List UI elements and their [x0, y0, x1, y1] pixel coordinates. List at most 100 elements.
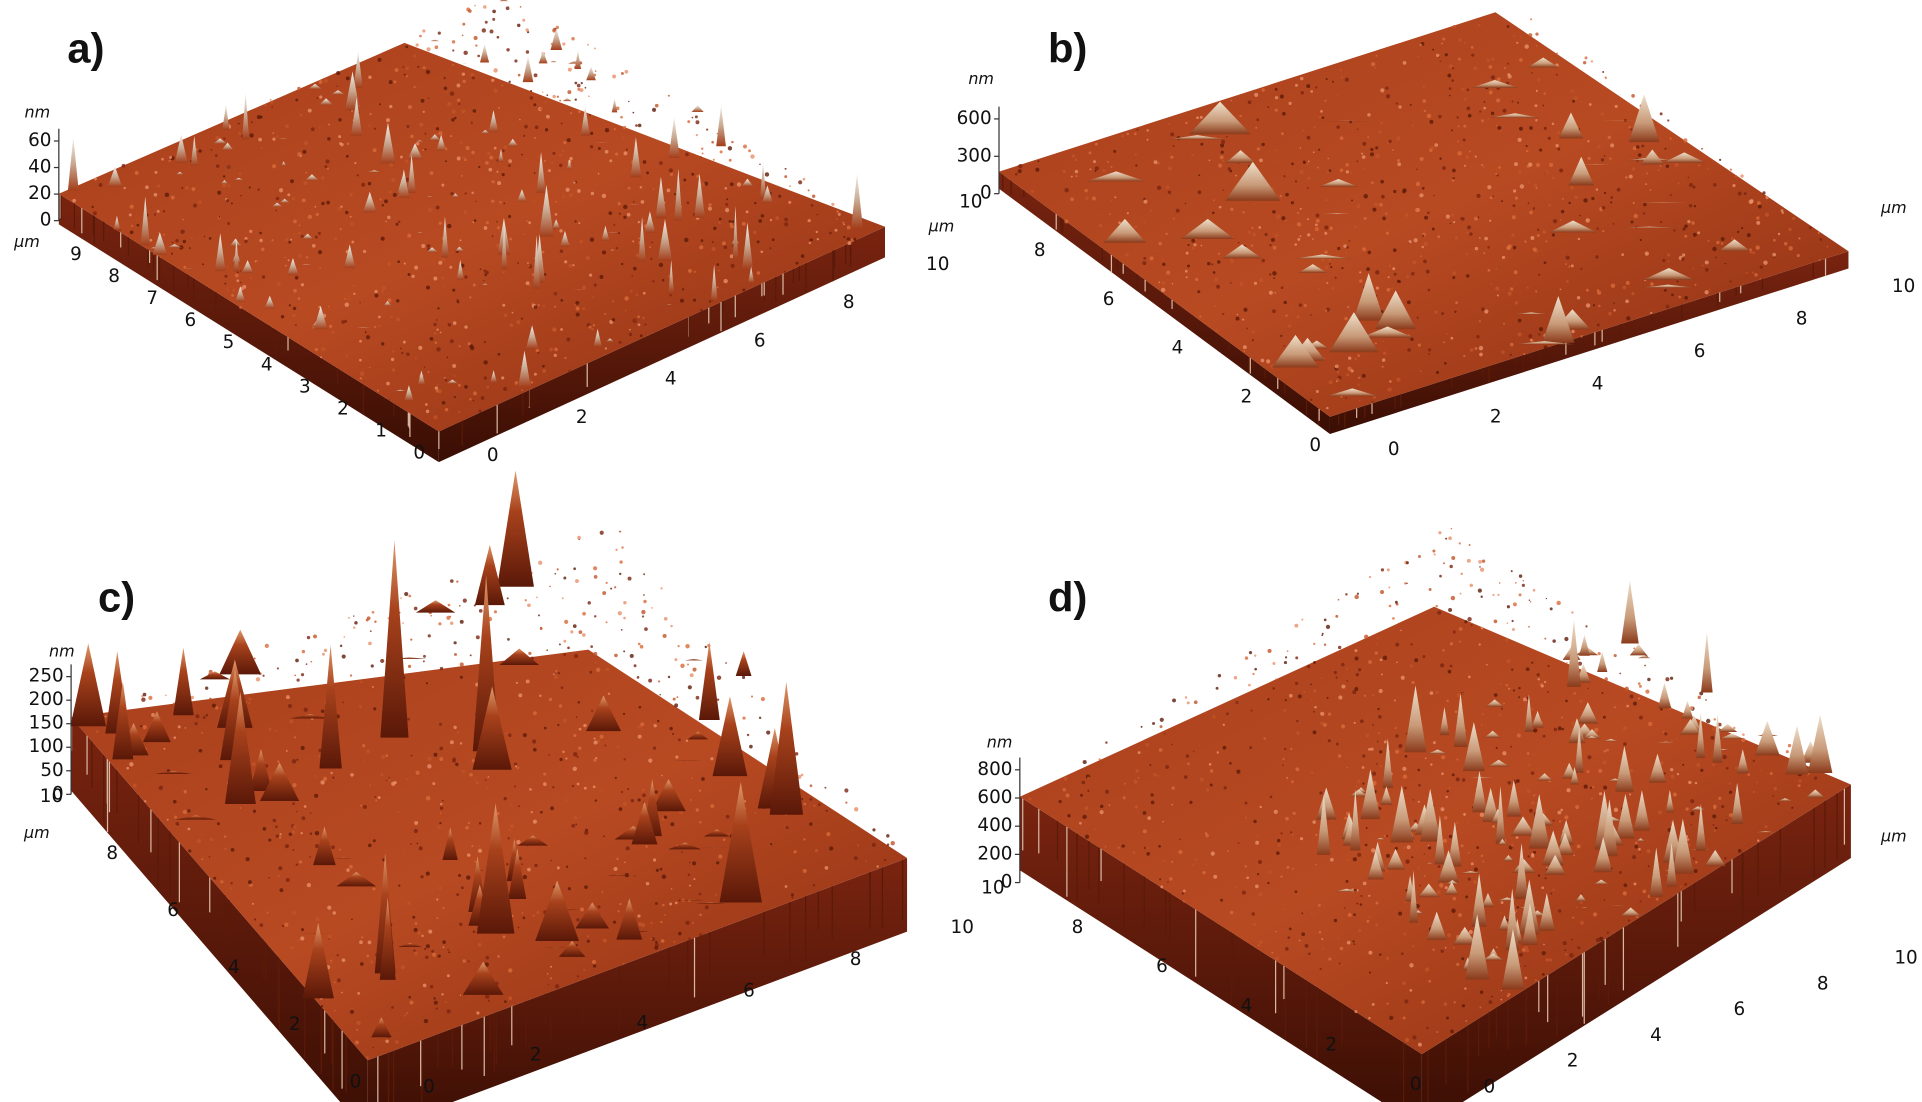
texture: [634, 664, 637, 667]
texture: [1319, 116, 1322, 119]
texture: [664, 617, 668, 621]
texture: [1537, 234, 1540, 237]
texture: [637, 315, 640, 318]
texture: [656, 869, 659, 872]
texture: [414, 266, 418, 270]
texture: [1398, 280, 1401, 283]
texture: [1633, 647, 1635, 649]
texture: [223, 138, 225, 140]
texture: [303, 181, 307, 185]
texture: [1585, 56, 1588, 59]
texture: [1358, 384, 1360, 386]
texture: [1285, 947, 1289, 951]
texture: [157, 210, 160, 213]
texture: [1799, 779, 1802, 782]
texture: [428, 371, 430, 373]
texture: [1446, 215, 1450, 219]
texture: [374, 290, 377, 293]
texture: [1269, 291, 1273, 295]
texture: [366, 335, 370, 339]
texture: [93, 211, 97, 215]
texture: [1187, 762, 1190, 765]
texture: [423, 984, 427, 988]
texture: [784, 218, 788, 222]
texture: [337, 954, 339, 956]
texture: [262, 675, 264, 677]
texture: [668, 676, 670, 678]
texture: [1344, 907, 1346, 909]
texture: [577, 783, 580, 786]
texture: [546, 115, 550, 119]
texture: [1633, 702, 1637, 706]
texture: [1713, 718, 1715, 720]
texture: [1471, 862, 1474, 865]
texture: [843, 236, 845, 238]
texture: [700, 156, 701, 157]
texture: [1434, 311, 1437, 314]
texture: [458, 103, 460, 105]
texture: [503, 387, 507, 391]
texture: [1453, 25, 1456, 28]
texture: [667, 189, 671, 193]
texture: [360, 377, 363, 380]
texture: [1479, 353, 1483, 357]
texture: [1339, 962, 1341, 964]
texture: [1324, 100, 1326, 102]
texture: [422, 29, 425, 32]
texture: [1773, 239, 1776, 242]
texture: [1015, 173, 1018, 176]
texture: [442, 800, 443, 801]
texture: [1284, 748, 1286, 750]
texture: [1382, 366, 1384, 368]
texture: [511, 1004, 513, 1006]
texture: [286, 750, 288, 752]
texture: [447, 356, 449, 358]
texture: [1760, 278, 1762, 280]
texture: [410, 843, 412, 845]
texture: [1565, 953, 1567, 955]
texture: [1379, 203, 1383, 207]
texture: [1386, 835, 1388, 837]
texture: [302, 816, 306, 820]
texture: [1356, 785, 1358, 787]
texture: [701, 147, 703, 149]
texture: [1579, 699, 1583, 703]
texture: [1791, 807, 1793, 809]
texture: [288, 259, 290, 261]
texture: [427, 244, 431, 248]
texture: [1698, 696, 1701, 699]
texture: [1353, 857, 1357, 861]
texture: [392, 368, 395, 371]
texture: [569, 157, 572, 160]
texture: [523, 135, 525, 137]
texture: [536, 349, 539, 352]
texture: [129, 762, 133, 766]
texture: [534, 864, 537, 867]
texture: [1713, 824, 1715, 826]
texture: [632, 319, 636, 323]
texture: [1486, 59, 1489, 62]
texture: [1186, 754, 1189, 757]
texture: [1451, 909, 1455, 913]
texture: [1386, 854, 1390, 858]
texture: [1325, 199, 1327, 201]
texture: [1328, 158, 1329, 159]
texture: [750, 154, 754, 158]
texture: [427, 757, 431, 761]
texture: [319, 80, 323, 84]
texture: [1168, 191, 1171, 194]
texture: [271, 106, 273, 108]
texture: [1281, 216, 1285, 220]
texture: [288, 241, 291, 244]
texture: [1088, 151, 1091, 154]
texture: [1138, 777, 1140, 779]
texture: [366, 1056, 369, 1059]
texture: [1357, 853, 1361, 857]
texture: [1684, 224, 1688, 228]
texture: [1596, 188, 1598, 190]
texture: [527, 603, 531, 607]
texture: [1684, 883, 1687, 886]
texture: [1524, 353, 1525, 354]
texture: [525, 599, 527, 601]
texture: [1484, 309, 1488, 313]
